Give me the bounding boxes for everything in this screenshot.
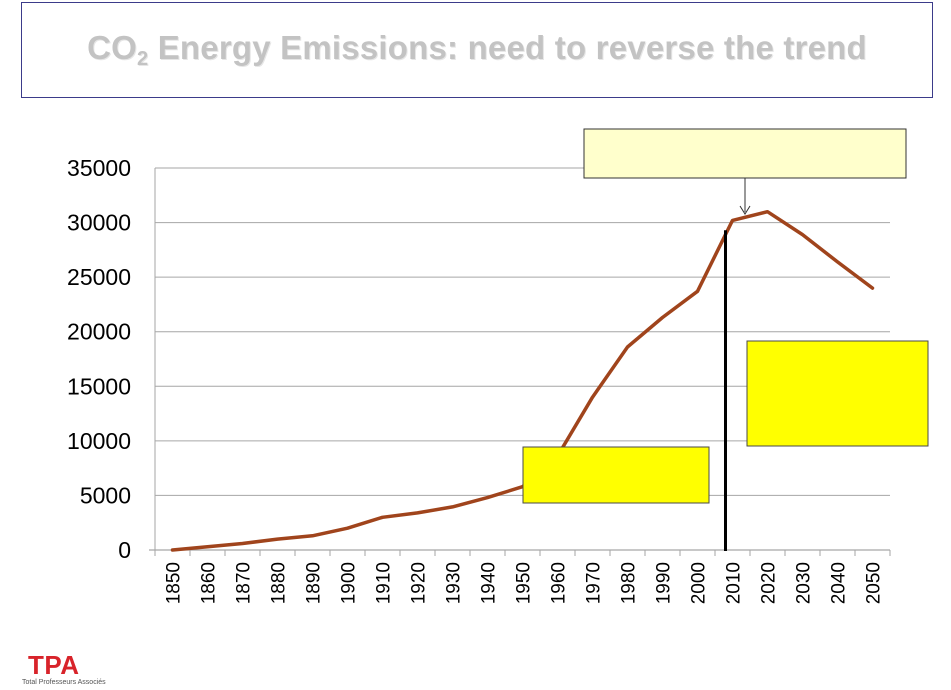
- callout-box-projection: [746, 340, 929, 447]
- x-tick-label: 2000: [689, 562, 710, 604]
- callout-arrow-head: [739, 205, 751, 215]
- callout-box-top: [583, 128, 907, 179]
- y-tick-label: 15000: [67, 373, 131, 399]
- title-box: CO2 Energy Emissions: need to reverse th…: [21, 2, 933, 98]
- x-tick-label: 2040: [829, 562, 850, 604]
- x-tick-label: 1910: [374, 562, 395, 604]
- y-tick-label: 10000: [67, 428, 131, 454]
- x-tick-label: 1850: [164, 562, 185, 604]
- y-tick-label: 25000: [67, 264, 131, 290]
- y-tick-label: 30000: [67, 210, 131, 236]
- x-tick-label: 1860: [199, 562, 220, 604]
- x-tick-label: 1970: [584, 562, 605, 604]
- x-tick-label: 2030: [794, 562, 815, 604]
- x-tick-label: 2020: [759, 562, 780, 604]
- x-tick-label: 1940: [479, 562, 500, 604]
- x-tick-label: 1890: [304, 562, 325, 604]
- y-tick-label: 20000: [67, 319, 131, 345]
- x-tick-label: 1950: [514, 562, 535, 604]
- x-tick-label: 1990: [654, 562, 675, 604]
- y-tick-label: 35000: [67, 155, 131, 181]
- x-tick-label: 1870: [234, 562, 255, 604]
- x-tick-label: 2050: [864, 562, 885, 604]
- x-tick-label: 1900: [339, 562, 360, 604]
- x-tick-label: 1930: [444, 562, 465, 604]
- title-co: CO: [87, 29, 138, 66]
- x-tick-label: 1980: [619, 562, 640, 604]
- title-subscript: 2: [137, 48, 149, 70]
- y-tick-label: 0: [118, 537, 131, 563]
- logo-mark: TPA: [28, 650, 80, 680]
- x-tick-label: 2010: [724, 562, 745, 604]
- title-rest: Energy Emissions: need to reverse the tr…: [148, 29, 867, 66]
- x-tick-label: 1960: [549, 562, 570, 604]
- x-tick-label: 1920: [409, 562, 430, 604]
- y-tick-label: 5000: [80, 482, 131, 508]
- callout-box-history: [522, 446, 710, 504]
- logo-tagline: Total Professeurs Associés: [22, 679, 106, 686]
- tpa-logo: TPA Total Professeurs Associés: [22, 652, 142, 686]
- x-tick-label: 1880: [269, 562, 290, 604]
- slide-title: CO2 Energy Emissions: need to reverse th…: [87, 29, 867, 71]
